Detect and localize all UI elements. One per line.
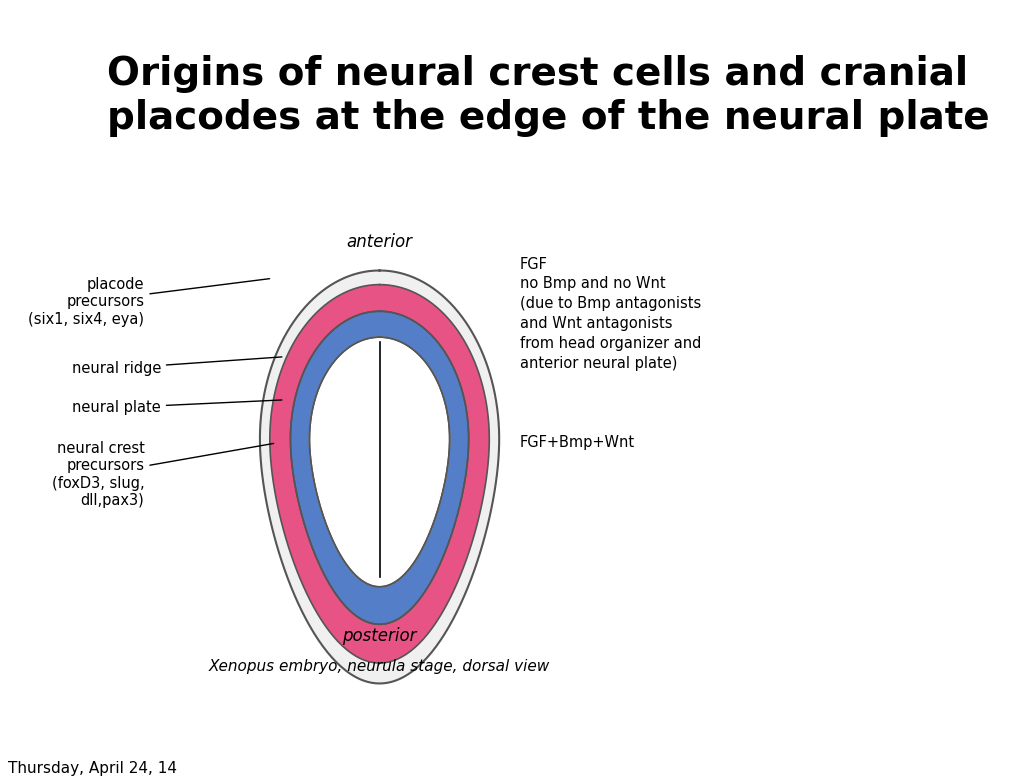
Text: FGF
no Bmp and no Wnt
(due to Bmp antagonists
and Wnt antagonists
from head orga: FGF no Bmp and no Wnt (due to Bmp antago… — [520, 256, 700, 371]
Text: Xenopus embryo, neurula stage, dorsal view: Xenopus embryo, neurula stage, dorsal vi… — [209, 659, 549, 673]
Text: FGF+Bmp+Wnt: FGF+Bmp+Wnt — [520, 435, 634, 451]
Text: Origins of neural crest cells and cranial
placodes at the edge of the neural pla: Origins of neural crest cells and crania… — [107, 55, 988, 137]
Text: posterior: posterior — [342, 627, 417, 645]
PathPatch shape — [270, 285, 489, 663]
Text: neural plate: neural plate — [72, 400, 281, 416]
Text: placode
precursors
(six1, six4, eya): placode precursors (six1, six4, eya) — [29, 277, 269, 327]
Text: neural crest
precursors
(foxD3, slug,
dll,pax3): neural crest precursors (foxD3, slug, dl… — [52, 441, 273, 508]
Text: Thursday, April 24, 14: Thursday, April 24, 14 — [8, 761, 177, 776]
PathPatch shape — [290, 311, 468, 624]
Text: neural ridge: neural ridge — [71, 357, 281, 376]
Text: anterior: anterior — [346, 233, 412, 251]
Polygon shape — [309, 337, 449, 586]
Polygon shape — [260, 270, 498, 684]
